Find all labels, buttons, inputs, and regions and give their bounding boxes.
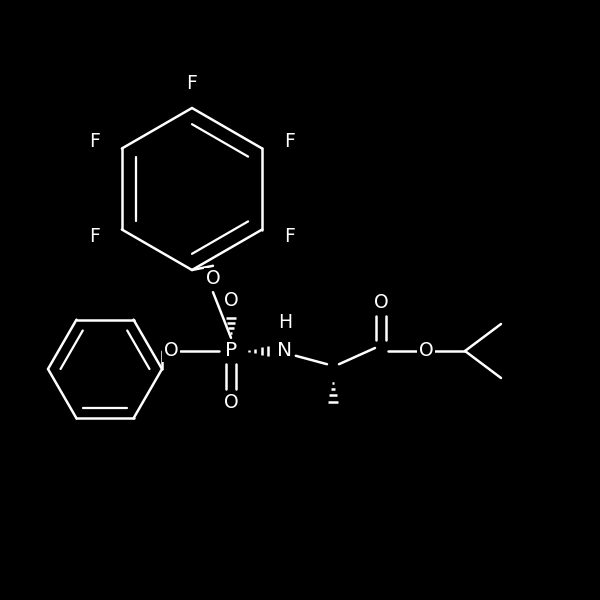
- Text: O: O: [224, 392, 238, 412]
- Text: H: H: [278, 313, 293, 332]
- Text: O: O: [206, 269, 220, 289]
- Text: P: P: [225, 341, 237, 361]
- Text: F: F: [284, 227, 295, 246]
- Text: N: N: [277, 341, 293, 361]
- Text: F: F: [284, 132, 295, 151]
- Text: F: F: [187, 74, 197, 94]
- Text: F: F: [89, 227, 100, 246]
- Text: O: O: [164, 341, 178, 361]
- Text: O: O: [224, 290, 238, 310]
- Text: O: O: [419, 341, 433, 361]
- Text: F: F: [89, 132, 100, 151]
- Text: O: O: [374, 293, 388, 313]
